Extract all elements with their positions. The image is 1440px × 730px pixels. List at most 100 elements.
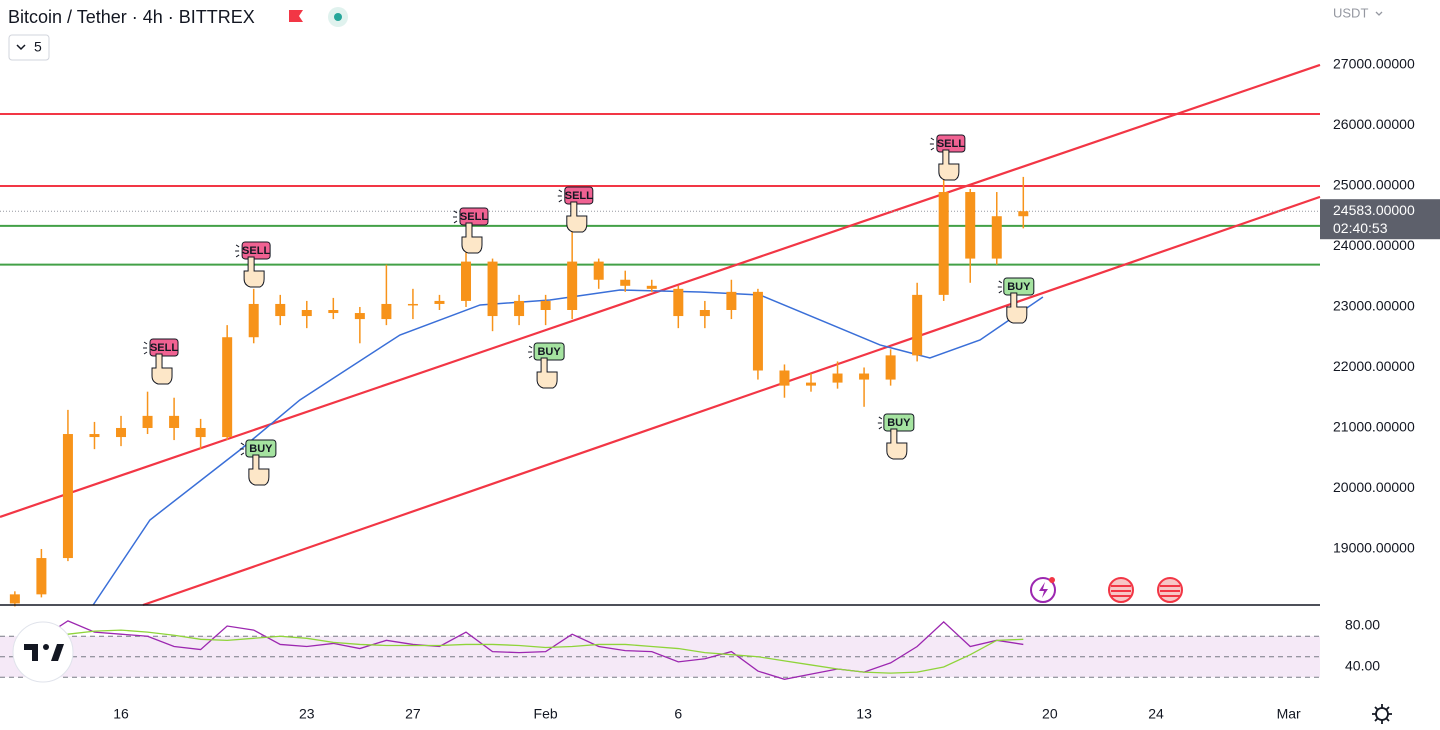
last-price-label: 24583.00000 (1333, 202, 1415, 218)
signal-label: SELL (242, 245, 270, 257)
trend-line (142, 195, 1321, 607)
hand-icon (536, 357, 558, 389)
candle-body (195, 427, 206, 438)
hand-icon (151, 353, 173, 385)
x-tick-label: Feb (534, 706, 558, 722)
signal-label: SELL (150, 342, 178, 354)
y-tick-label: 80.00 (1345, 617, 1380, 633)
candle-body (275, 303, 286, 317)
signal-label: SELL (460, 211, 488, 223)
y-tick-label: 23000.00000 (1333, 298, 1415, 314)
x-tick-label: 6 (674, 706, 682, 722)
signal-badge (459, 207, 489, 226)
last-price-tag (1320, 199, 1440, 240)
candle-body (646, 285, 657, 289)
hand-icon (1006, 292, 1028, 324)
hand-icon (566, 201, 588, 233)
rsi-pane (0, 620, 1320, 680)
chevron (1375, 11, 1383, 16)
x-tick-label: 23 (299, 706, 315, 722)
candle-body (752, 291, 763, 371)
candle-body (938, 192, 949, 295)
candle-body (991, 216, 1002, 259)
signal-marker: SELL (143, 338, 179, 385)
y-tick-label: 21000.00000 (1333, 419, 1415, 435)
candle-body (540, 300, 551, 311)
candle-body (89, 434, 100, 438)
tap-lines (997, 280, 1003, 294)
signal-label: BUY (1007, 281, 1031, 293)
candle-body (9, 594, 20, 604)
indicators-toggle[interactable]: 5 (8, 34, 50, 61)
signal-marker: SELL (557, 186, 594, 233)
signal-marker: BUY (528, 342, 565, 389)
candle-body (169, 415, 180, 428)
candle-body (885, 355, 896, 380)
candle-body (142, 415, 153, 428)
rsi-line (14, 629, 1024, 674)
flag-icon[interactable] (289, 10, 303, 22)
event-icons (1030, 577, 1183, 603)
y-tick-label: 22000.00000 (1333, 358, 1415, 374)
signal-badge (564, 186, 594, 205)
signal-label: BUY (249, 443, 273, 455)
candle-body (620, 279, 631, 286)
status-dot (334, 13, 342, 21)
candle-body (461, 261, 472, 301)
hand-icon (243, 256, 265, 288)
hand-icon (248, 454, 270, 486)
candle-body (514, 300, 525, 317)
candle-body (1018, 211, 1029, 217)
candle-body (593, 261, 604, 280)
candle-body (832, 373, 843, 383)
tradingview-logo[interactable] (12, 621, 74, 683)
tap-lines (452, 210, 458, 224)
candle-body (36, 558, 47, 595)
symbol-title: Bitcoin / Tether · 4h · BITTREX (8, 7, 255, 27)
x-tick-label: Mar (1277, 706, 1301, 722)
y-tick-label: 19000.00000 (1333, 540, 1415, 556)
settings-button[interactable] (1372, 704, 1392, 724)
tap-lines (877, 416, 883, 430)
candle-body (62, 434, 73, 559)
candle-body (965, 192, 976, 259)
candle-body (912, 294, 923, 356)
y-tick-label: 25000.00000 (1333, 177, 1415, 193)
candle-body (779, 370, 790, 386)
signal-label: SELL (937, 138, 965, 150)
candle-body (806, 382, 817, 386)
candle-body (301, 310, 312, 317)
y-tick-label: 26000.00000 (1333, 116, 1415, 132)
currency-selector[interactable]: USDT (1333, 5, 1368, 20)
signal-marker: BUY (997, 277, 1035, 324)
tap-lines (239, 442, 245, 456)
price-pane: SELL SELL SELL SELL SELL BUY BUY BUY BUY (0, 63, 1321, 607)
candle-body (407, 303, 418, 306)
x-tick-label: 27 (405, 706, 421, 722)
signal-marker: BUY (239, 439, 277, 486)
candle-body (116, 427, 127, 438)
signal-badge (245, 439, 277, 458)
signal-badge (149, 338, 179, 357)
hand-icon (886, 428, 908, 460)
signal-badge (883, 413, 915, 432)
signal-label: BUY (537, 346, 561, 358)
tap-lines (528, 345, 533, 359)
signal-badge (936, 134, 966, 153)
candle-body (726, 291, 737, 311)
indicator-count: 5 (34, 39, 42, 55)
y-tick-label: 27000.00000 (1333, 56, 1415, 72)
tap-lines (929, 137, 935, 151)
candle-body (859, 373, 870, 380)
signal-marker: BUY (877, 413, 915, 460)
signal-label: BUY (887, 417, 911, 429)
candle-body (222, 337, 233, 438)
y-tick-label: 24000.00000 (1333, 237, 1415, 253)
signal-label: SELL (565, 190, 593, 202)
candle-body (487, 261, 498, 317)
hand-icon (938, 149, 960, 181)
signal-marker: SELL (235, 241, 271, 288)
signal-marker: SELL (929, 134, 966, 181)
signal-badge (533, 342, 565, 361)
